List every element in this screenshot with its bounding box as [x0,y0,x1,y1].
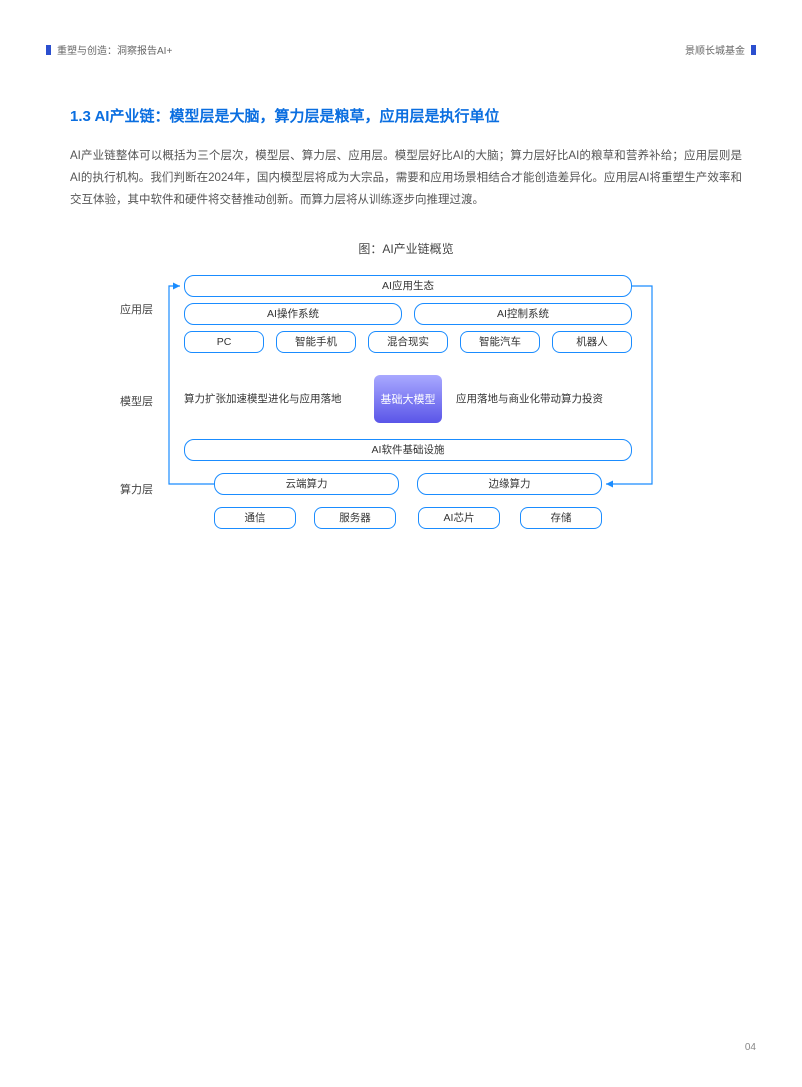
box-smart-car: 智能汽车 [460,331,540,353]
accent-bar-right [751,45,756,55]
text-left-flow: 算力扩张加速模型进化与应用落地 [184,391,359,406]
header-left: 重塑与创造：洞察报告AI+ [46,42,172,57]
box-ai-chip: AI芯片 [418,507,500,529]
section-title: 1.3 AI产业链：模型层是大脑，算力层是粮草，应用层是执行单位 [70,105,742,126]
header-left-text: 重塑与创造：洞察报告AI+ [57,42,172,57]
label-compute-layer: 算力层 [120,481,153,497]
label-app-layer: 应用层 [120,301,153,317]
header-right-text: 景顺长城基金 [685,42,745,57]
box-foundation-model: 基础大模型 [374,375,442,423]
box-mixed-reality: 混合现实 [368,331,448,353]
box-server: 服务器 [314,507,396,529]
box-pc: PC [184,331,264,353]
box-comm: 通信 [214,507,296,529]
body-paragraph: AI产业链整体可以概括为三个层次，模型层、算力层、应用层。模型层好比AI的大脑；… [70,146,742,212]
box-ai-infra: AI软件基础设施 [184,439,632,461]
ai-chain-diagram: 应用层 模型层 算力层 AI应用生态 AI操作系统 AI控制系统 PC 智能手机… [122,275,690,555]
accent-bar-left [46,45,51,55]
page-number: 04 [745,1042,756,1053]
label-model-layer: 模型层 [120,393,153,409]
box-phone: 智能手机 [276,331,356,353]
box-ai-os: AI操作系统 [184,303,402,325]
page-header: 重塑与创造：洞察报告AI+ 景顺长城基金 [46,42,756,57]
box-app-ecosystem: AI应用生态 [184,275,632,297]
box-ai-control: AI控制系统 [414,303,632,325]
box-edge-compute: 边缘算力 [417,473,602,495]
text-right-flow: 应用落地与商业化带动算力投资 [456,391,636,406]
header-right: 景顺长城基金 [685,42,756,57]
box-cloud-compute: 云端算力 [214,473,399,495]
box-storage: 存储 [520,507,602,529]
content-area: 1.3 AI产业链：模型层是大脑，算力层是粮草，应用层是执行单位 AI产业链整体… [70,105,742,555]
box-robot: 机器人 [552,331,632,353]
figure-title: 图：AI产业链概览 [70,240,742,257]
